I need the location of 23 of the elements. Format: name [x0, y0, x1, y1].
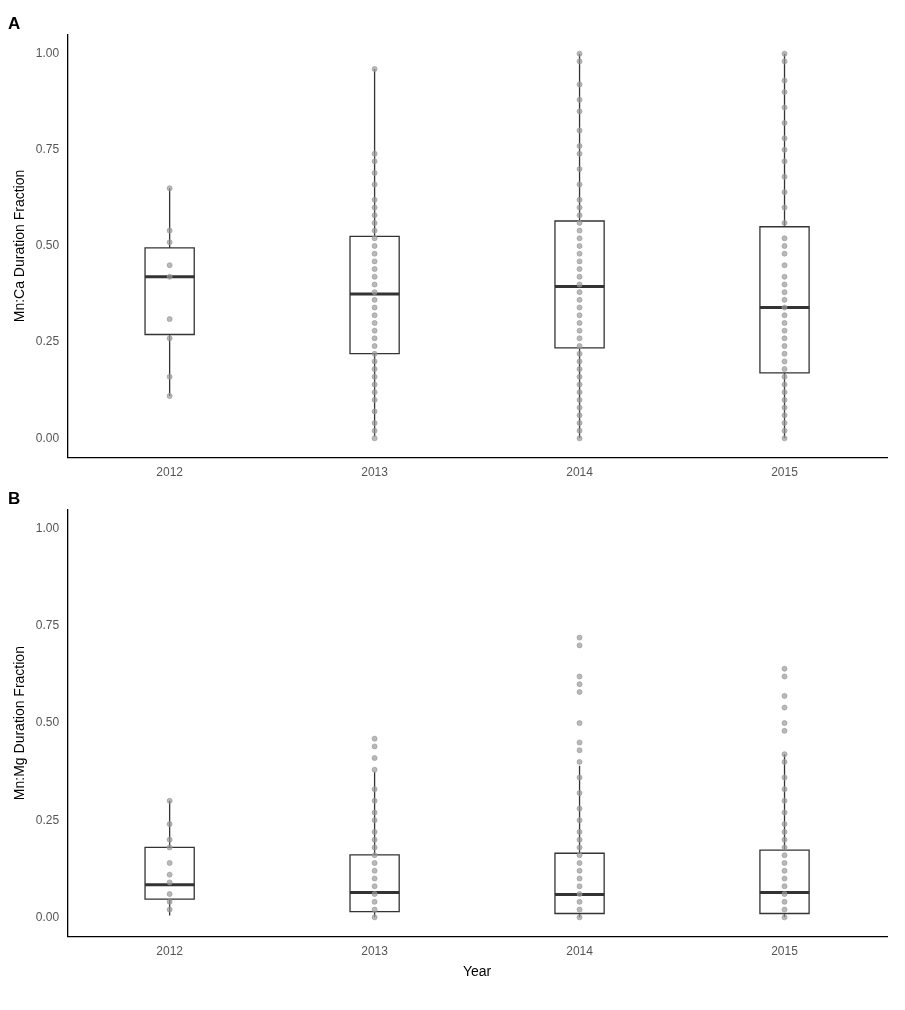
x-tick-label: 2013 [361, 944, 389, 959]
y-tick-label: 1.00 [35, 521, 60, 536]
x-tick-label: 2014 [566, 465, 594, 480]
y-tick-label: 0.00 [35, 430, 60, 445]
y-axis-title: Mn:Ca Duration Fraction [11, 169, 28, 323]
y-tick-label: 0.00 [35, 909, 60, 924]
x-tick-label: 2012 [156, 944, 184, 959]
y-tick-label: 0.75 [35, 618, 60, 633]
x-tick-label: 2015 [771, 944, 799, 959]
chart-title: A [8, 13, 21, 33]
x-tick-label: 2013 [361, 465, 389, 480]
x-tick-label: 2012 [156, 465, 184, 480]
y-tick-label: 0.50 [35, 238, 60, 253]
x-tick-label: 2014 [566, 944, 594, 959]
y-tick-label: 0.50 [35, 715, 60, 730]
y-tick-label: 0.25 [35, 334, 60, 349]
y-tick-label: 0.25 [35, 812, 60, 827]
y-tick-label: 1.00 [35, 45, 60, 60]
x-axis-title: Year [462, 963, 492, 980]
y-tick-label: 0.75 [35, 142, 60, 157]
chart-title: B [8, 488, 21, 508]
y-axis-title: Mn:Mg Duration Fraction [11, 646, 28, 801]
x-tick-label: 2015 [771, 465, 799, 480]
